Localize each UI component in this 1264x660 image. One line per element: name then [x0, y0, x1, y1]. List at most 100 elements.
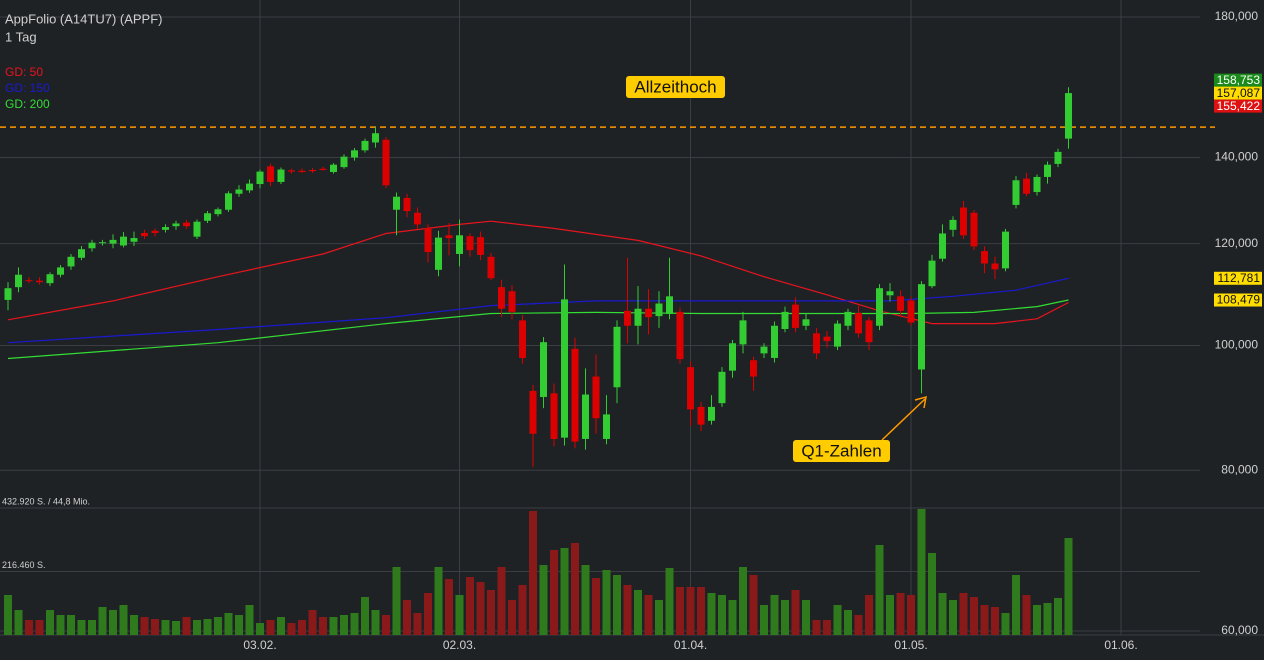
volume-bar	[466, 576, 474, 635]
candle-layer	[4, 87, 1072, 467]
volume-bar	[508, 599, 516, 635]
candle-body	[592, 376, 600, 419]
volume-bar	[823, 619, 831, 635]
candle-body	[792, 304, 799, 328]
moving-average-line	[7, 277, 1069, 344]
moving-average-line	[7, 220, 1069, 325]
price-tag	[1214, 293, 1262, 307]
candle-body	[718, 371, 726, 404]
volume-tick-label: 216.460 S.	[2, 560, 46, 570]
volume-bar	[802, 599, 810, 635]
y-tick-label: 80,000	[1221, 462, 1258, 476]
candle-body	[361, 140, 369, 151]
volume-bar	[14, 609, 23, 635]
volume-bar	[1022, 594, 1031, 635]
volume-bar	[665, 567, 674, 635]
candle-body	[613, 326, 621, 388]
legend-entry: GD: 50	[5, 65, 43, 79]
candle-body	[781, 311, 789, 329]
legend-entry: GD: 200	[5, 97, 50, 111]
volume-bar	[224, 612, 233, 635]
annotation-arrowhead	[914, 395, 927, 409]
volume-bar	[970, 596, 978, 635]
x-tick-label: 03.02.	[243, 638, 276, 652]
candle-body	[991, 263, 999, 270]
candle-body	[4, 288, 12, 300]
x-tick-label: 01.05.	[894, 638, 927, 652]
volume-bar	[644, 594, 653, 635]
candle-body	[676, 311, 684, 360]
volume-bar	[739, 566, 747, 635]
volume-bar	[686, 586, 695, 635]
candle-body	[456, 235, 463, 254]
candle-body	[1023, 178, 1030, 194]
volume-bar	[655, 599, 663, 635]
candle-body	[36, 280, 43, 283]
candle-body	[655, 303, 663, 317]
volume-bar	[1012, 574, 1020, 635]
candle-body	[750, 360, 757, 377]
y-tick-label: 180,000	[1215, 9, 1259, 23]
candle-body	[403, 198, 411, 212]
candle-body	[246, 183, 253, 191]
volume-bar	[245, 604, 254, 635]
volume-bar	[119, 604, 128, 635]
candle-body	[298, 170, 306, 173]
moving-average-layer	[0, 126, 1215, 360]
volume-bar	[875, 544, 884, 635]
candle-body	[802, 319, 810, 326]
candle-body	[813, 333, 820, 354]
volume-bar	[634, 589, 642, 635]
candle-body	[886, 291, 894, 296]
candle-body	[582, 394, 589, 439]
volume-bar	[917, 508, 926, 635]
volume-bar	[46, 609, 54, 635]
candle-body	[949, 219, 957, 230]
volume-bar	[676, 586, 684, 635]
volume-bar	[193, 619, 201, 635]
volume-bar	[329, 616, 338, 635]
volume-bar	[161, 619, 170, 635]
candle-body	[1033, 176, 1041, 193]
volume-bar	[487, 589, 495, 635]
volume-bar	[770, 594, 779, 635]
volume-bar	[592, 577, 600, 635]
candle-body	[844, 311, 852, 326]
candle-body	[120, 236, 127, 246]
price-tag-label: 112,781	[1218, 271, 1261, 285]
candle-body	[561, 299, 568, 438]
candle-body	[183, 222, 190, 227]
candle-body	[78, 249, 85, 258]
candle-body	[435, 237, 442, 270]
volume-bar	[991, 606, 999, 635]
candle-body	[445, 235, 453, 239]
volume-bar	[697, 586, 705, 635]
y-tick-label: 100,000	[1215, 338, 1259, 352]
volume-bar	[455, 594, 464, 635]
candle-body	[708, 406, 715, 421]
candle-body	[1012, 180, 1020, 205]
volume-bar	[928, 552, 936, 635]
y-tick-label: 120,000	[1215, 236, 1259, 250]
volume-bar	[959, 592, 968, 635]
candle-body	[340, 156, 348, 168]
candle-body	[897, 296, 904, 311]
candle-body	[172, 223, 180, 227]
candle-body	[729, 343, 736, 371]
volume-bar	[550, 549, 558, 635]
volume-bar	[130, 614, 138, 635]
candle-body	[697, 406, 705, 425]
volume-bar	[445, 578, 453, 635]
volume-bar	[77, 619, 86, 635]
volume-bar	[287, 622, 296, 635]
volume-bar	[413, 612, 422, 635]
candle-body	[939, 233, 946, 259]
volume-bar	[602, 569, 611, 635]
volume-bar	[518, 584, 527, 635]
volume-bar	[151, 619, 159, 635]
moving-average-line	[7, 299, 1069, 360]
volume-bar	[560, 547, 569, 635]
candle-body	[46, 274, 54, 284]
candle-body	[424, 227, 432, 253]
candle-body	[603, 414, 610, 439]
